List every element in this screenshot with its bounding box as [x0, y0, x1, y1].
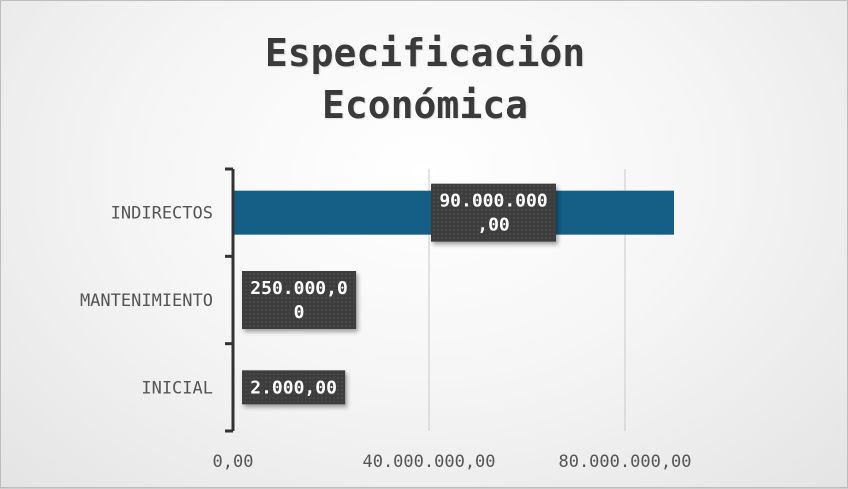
- data-label-inicial: 2.000,00: [242, 370, 346, 405]
- category-label-inicial: INICIAL: [141, 378, 213, 398]
- x-tick-label-2: 80.000.000,00: [558, 452, 691, 472]
- data-label-text-line: 90.000.000: [439, 191, 547, 212]
- data-label-text-line: 250.000,0: [250, 278, 348, 299]
- category-label-mantenimiento: MANTENIMIENTO: [80, 291, 213, 311]
- data-label-box: [242, 370, 346, 405]
- data-label-text-line: ,00: [477, 215, 510, 236]
- x-tick-label-0: 0,00: [213, 452, 254, 472]
- data-label-text-line: 2.000,00: [250, 377, 337, 398]
- data-label-box: [242, 271, 357, 329]
- data-label-text-line: 0: [294, 302, 305, 323]
- data-label-indirectos: 90.000.000 ,00: [431, 183, 556, 242]
- data-label-mantenimiento: 250.000,0 0: [242, 271, 357, 329]
- x-tick-label-1: 40.000.000,00: [362, 452, 495, 472]
- data-label-box: [431, 183, 556, 242]
- category-label-indirectos: INDIRECTOS: [111, 204, 213, 224]
- chart-title: Especificación Económica: [264, 31, 586, 127]
